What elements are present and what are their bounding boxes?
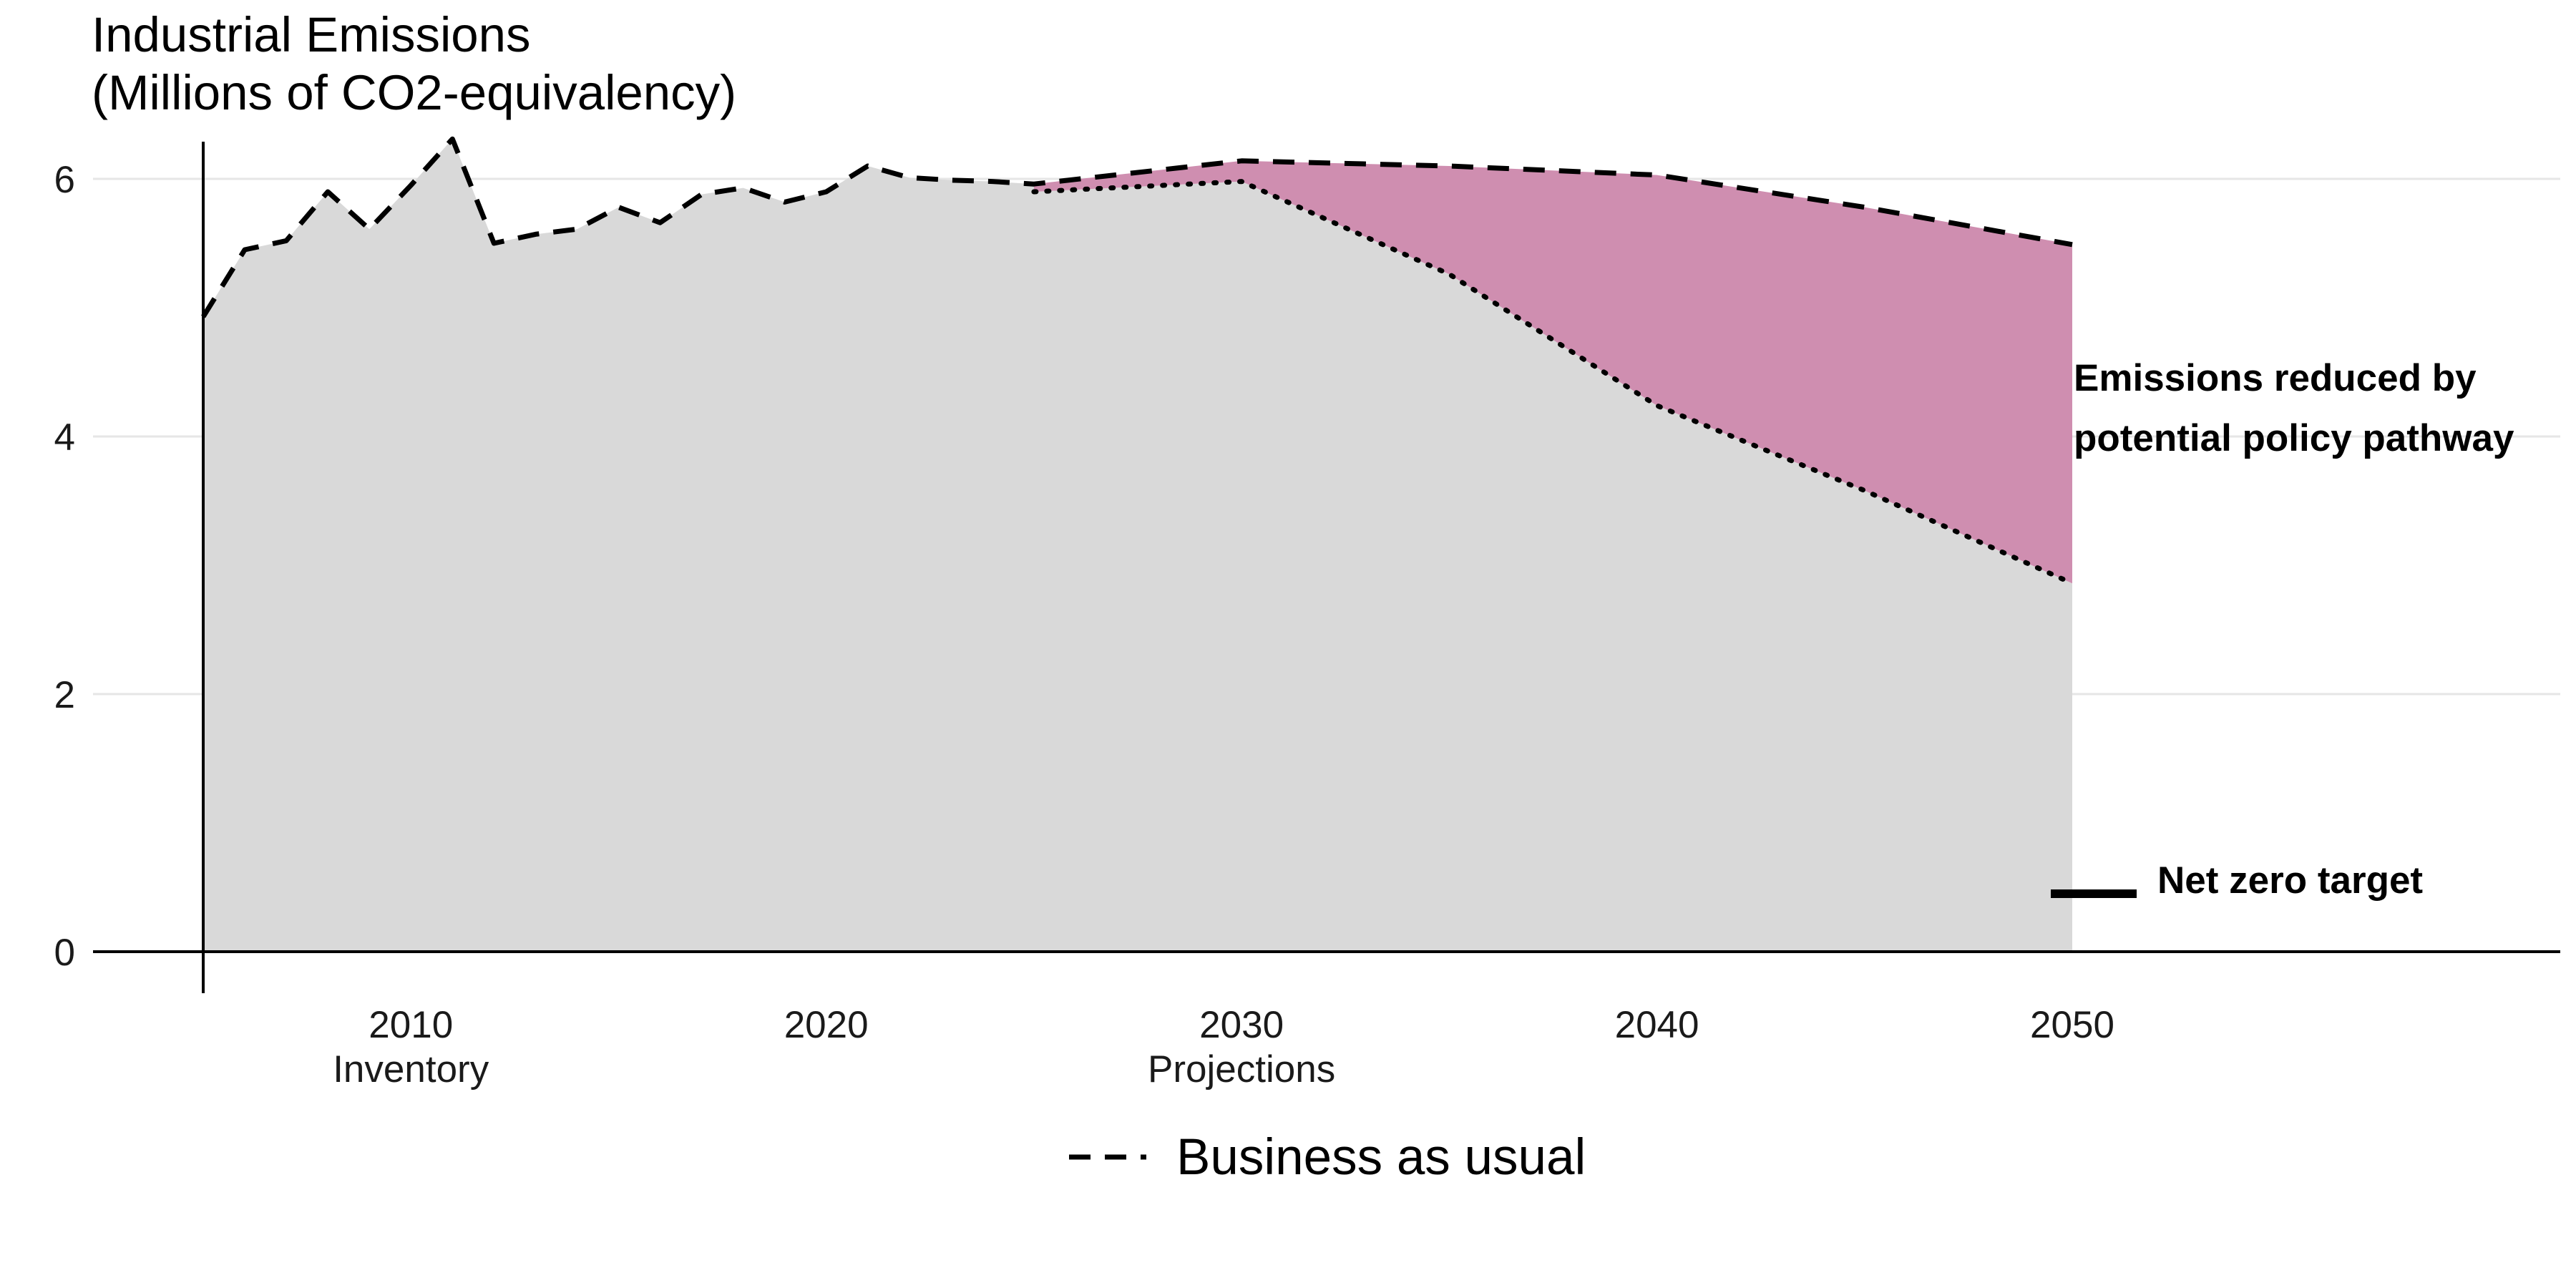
x-tick-label-2020: 2020	[784, 1004, 869, 1046]
business-as-usual-line	[201, 136, 2073, 318]
y-tick-label-2: 2	[54, 674, 75, 716]
reduction-area-fill	[1033, 160, 2072, 584]
series-lines	[201, 136, 2137, 898]
net-zero-target-label: Net zero target	[2157, 859, 2423, 902]
x-tick-sublabel-inventory: Inventory	[333, 1048, 489, 1091]
y-tick-label-0: 0	[54, 932, 75, 974]
chart-title-line-1: Industrial Emissions	[92, 7, 531, 62]
x-tick-label-2010: 2010	[369, 1004, 453, 1046]
policy-pathway-line	[1031, 179, 2075, 586]
legend-label-business-as-usual: Business as usual	[1176, 1129, 1586, 1186]
annotations: Emissions reduced by potential policy pa…	[2074, 357, 2514, 902]
y-tick-label-4: 4	[54, 416, 75, 459]
historical-area-fill	[203, 139, 2072, 952]
chart-title-line-2: (Millions of CO2-equivalency)	[92, 65, 736, 120]
y-tick-label-6: 6	[54, 159, 75, 201]
reduction-annotation-line-2: potential policy pathway	[2074, 417, 2514, 459]
x-tick-label-2050: 2050	[2030, 1004, 2114, 1046]
x-tick-label-2040: 2040	[1615, 1004, 1699, 1046]
x-tick-label-2030: 2030	[1199, 1004, 1284, 1046]
axes	[93, 142, 2560, 993]
area-fills	[203, 139, 2072, 952]
chart-title: Industrial Emissions (Millions of CO2-eq…	[92, 7, 736, 120]
reduction-annotation-line-1: Emissions reduced by	[2074, 357, 2477, 399]
legend: Business as usual	[1069, 1129, 1586, 1186]
x-tick-sublabel-projections: Projections	[1148, 1048, 1335, 1091]
